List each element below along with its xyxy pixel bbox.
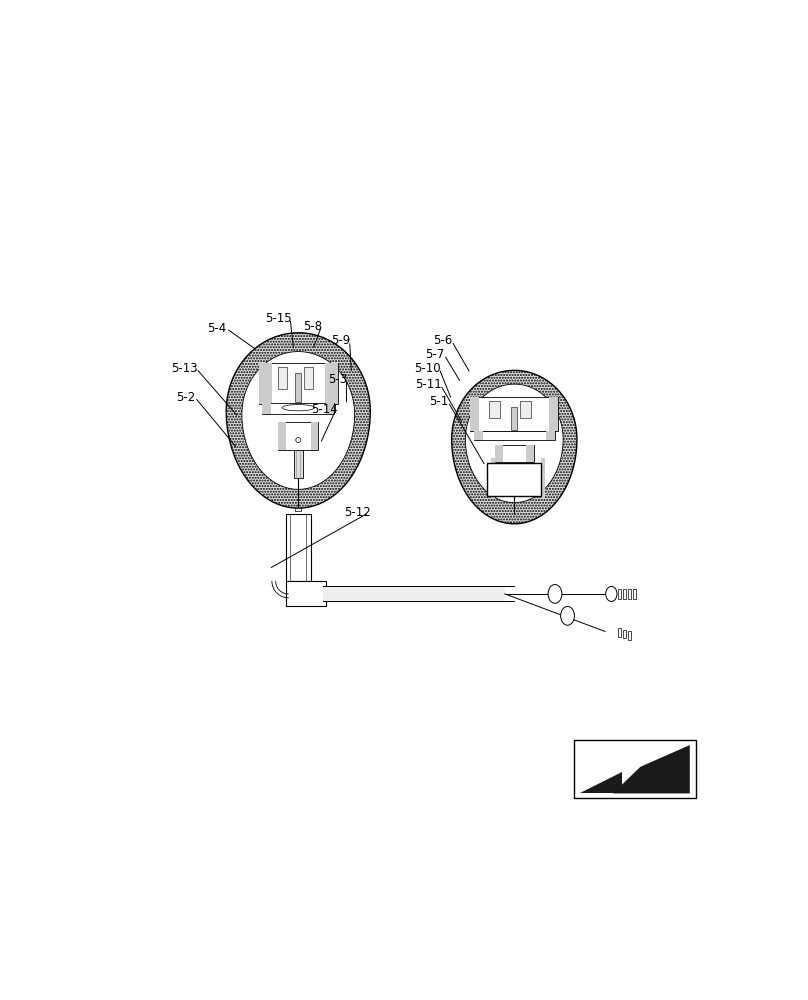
Polygon shape: [612, 745, 690, 793]
Bar: [520, 401, 531, 418]
Bar: [279, 422, 285, 450]
Bar: [263, 403, 271, 414]
Bar: [470, 397, 479, 431]
Text: 5-6: 5-6: [433, 334, 452, 347]
Bar: [526, 445, 534, 462]
Bar: [628, 631, 631, 640]
Text: 5-12: 5-12: [344, 506, 371, 519]
Bar: [470, 397, 558, 431]
Text: 5-7: 5-7: [425, 348, 444, 361]
Bar: [294, 450, 302, 478]
Bar: [490, 458, 494, 499]
Bar: [326, 403, 335, 414]
Ellipse shape: [282, 405, 314, 411]
Bar: [633, 589, 637, 599]
Polygon shape: [465, 384, 563, 503]
Bar: [623, 589, 626, 599]
Text: 5-9: 5-9: [330, 334, 350, 347]
Polygon shape: [580, 772, 621, 793]
Bar: [323, 586, 505, 601]
Circle shape: [296, 438, 301, 443]
Bar: [311, 422, 318, 450]
Text: 5-15: 5-15: [265, 312, 292, 325]
Bar: [474, 431, 483, 440]
Bar: [263, 403, 335, 414]
Text: 5-8: 5-8: [303, 320, 322, 333]
Bar: [617, 589, 621, 599]
Bar: [549, 397, 558, 431]
Ellipse shape: [606, 586, 617, 601]
Bar: [623, 630, 626, 638]
Text: 5-2: 5-2: [176, 391, 196, 404]
Ellipse shape: [548, 585, 562, 603]
Bar: [489, 401, 499, 418]
Text: 5-1: 5-1: [429, 395, 448, 408]
Bar: [279, 422, 318, 450]
Bar: [541, 458, 545, 499]
Bar: [574, 740, 696, 798]
Bar: [325, 363, 338, 404]
Text: 5-14: 5-14: [311, 403, 338, 416]
Bar: [278, 367, 287, 389]
Ellipse shape: [561, 606, 574, 625]
Bar: [487, 463, 541, 496]
Bar: [628, 589, 631, 599]
Polygon shape: [242, 352, 355, 489]
Bar: [286, 581, 326, 606]
Polygon shape: [226, 333, 370, 508]
Bar: [259, 363, 271, 404]
Text: 5-10: 5-10: [415, 362, 440, 375]
Bar: [494, 445, 534, 462]
Bar: [296, 508, 301, 511]
Bar: [286, 514, 311, 581]
Bar: [494, 445, 503, 462]
Bar: [545, 431, 554, 440]
Bar: [617, 628, 621, 637]
Text: 5-4: 5-4: [208, 322, 227, 335]
Polygon shape: [452, 370, 577, 524]
Bar: [296, 373, 301, 402]
Text: 5-3: 5-3: [328, 373, 347, 386]
Bar: [259, 363, 338, 404]
Bar: [304, 367, 313, 389]
Text: 5-13: 5-13: [171, 362, 198, 375]
Text: 5-11: 5-11: [415, 378, 442, 391]
Bar: [474, 431, 554, 440]
Bar: [511, 407, 517, 430]
